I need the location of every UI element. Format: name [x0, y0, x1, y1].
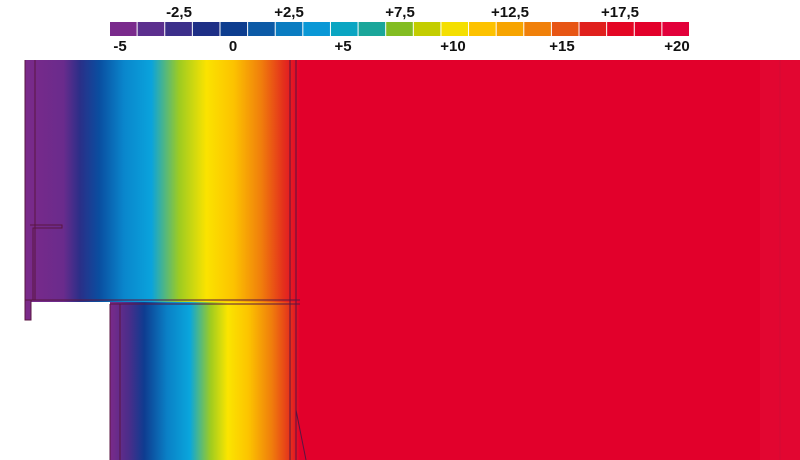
wall-upper-gradient: [25, 60, 300, 302]
sill-bracket: [30, 224, 63, 300]
legend-swatch: [551, 22, 579, 36]
legend-swatch: [634, 22, 662, 36]
legend-label-top: +17,5: [601, 4, 639, 21]
legend-swatch: [469, 22, 496, 36]
legend-swatch: [303, 22, 330, 36]
legend-swatch: [662, 22, 689, 36]
legend-swatch: [579, 22, 607, 36]
warm-interior-region: [290, 60, 800, 460]
interior-diagonal: [295, 409, 307, 460]
legend-label-top: +7,5: [385, 4, 415, 21]
legend-swatch: [386, 22, 413, 36]
legend-label-bottom: 0: [229, 38, 237, 55]
legend-swatch: [524, 22, 551, 36]
legend-label-bottom: +10: [440, 38, 465, 55]
legend-label-bottom: -5: [113, 38, 126, 55]
wall-lower-gradient: [110, 302, 300, 460]
legend-swatch: [192, 22, 220, 36]
legend-swatch: [220, 22, 248, 36]
temperature-scale-legend: -5 0 +5 +10 +15 +20 -2,5 +2,5 +7,5 +12,5 +17,5: [110, 4, 690, 55]
legend-label-top: +12,5: [491, 4, 529, 21]
legend-swatch: [358, 22, 386, 36]
legend-swatch: [441, 22, 469, 36]
legend-swatch: [413, 22, 441, 36]
legend-swatch: [110, 22, 137, 36]
legend-label-top: +2,5: [274, 4, 304, 21]
legend-label-bottom: +20: [664, 38, 689, 55]
legend-labels: -5 0 +5 +10 +15 +20 -2,5 +2,5 +7,5 +12,5 +17,5: [113, 4, 689, 55]
legend-swatch: [165, 22, 192, 36]
legend-swatch: [275, 22, 303, 36]
legend-swatch: [137, 22, 165, 36]
legend-swatch: [496, 22, 524, 36]
legend-swatch: [607, 22, 634, 36]
structure-lines: [24, 60, 781, 460]
legend-label-bottom: +15: [549, 38, 574, 55]
legend-label-top: -2,5: [166, 4, 192, 21]
legend-swatches: [110, 22, 689, 36]
legend-swatch: [330, 22, 358, 36]
legend-label-bottom: +5: [334, 38, 351, 55]
legend-swatch: [248, 22, 275, 36]
slab-tab: [24, 299, 32, 321]
